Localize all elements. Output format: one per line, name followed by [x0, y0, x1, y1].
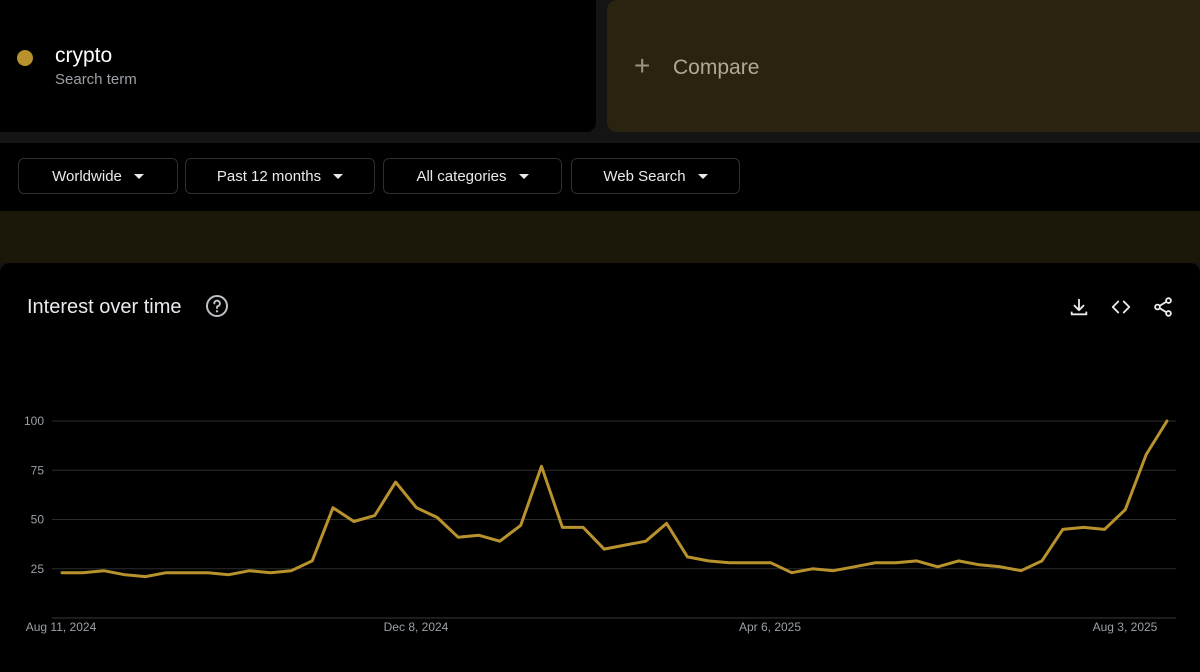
filter-category-dropdown[interactable]: All categories [383, 158, 562, 194]
x-tick-label: Aug 11, 2024 [26, 620, 97, 634]
y-tick-label: 50 [31, 513, 45, 527]
x-tick-label: Aug 3, 2025 [1093, 620, 1158, 634]
share-icon[interactable] [1152, 296, 1174, 318]
panel-title: Interest over time [27, 296, 182, 318]
filter-time-dropdown[interactable]: Past 12 months [185, 158, 375, 194]
interest-over-time-panel: Interest over time 25 50 75 100 Aug 11, 202… [0, 263, 1200, 672]
search-term-subtitle: Search term [55, 71, 137, 88]
line-chart: 25 50 75 100 Aug 11, 2024 Dec 8, 2024 Apr 6, … [24, 414, 1176, 634]
y-tick-label: 75 [31, 463, 45, 477]
embed-icon[interactable] [1110, 296, 1132, 318]
search-term-card[interactable]: crypto Search term [0, 0, 596, 132]
divider-band [0, 211, 1200, 263]
filter-category-label: All categories [416, 167, 507, 185]
search-term-name: crypto [55, 44, 113, 67]
filter-search-type-label: Web Search [603, 167, 686, 185]
help-icon[interactable] [205, 294, 229, 318]
filter-location-dropdown[interactable]: Worldwide [18, 158, 178, 194]
chevron-down-icon [518, 173, 529, 179]
download-icon[interactable] [1068, 296, 1090, 318]
series-line[interactable] [60, 419, 1169, 579]
chevron-down-icon [697, 173, 708, 179]
y-tick-label: 100 [24, 414, 44, 428]
filter-bar: Worldwide Past 12 months All categories … [0, 143, 1200, 211]
x-tick-label: Apr 6, 2025 [739, 620, 801, 634]
compare-label: Compare [673, 56, 760, 79]
filter-location-label: Worldwide [52, 167, 122, 185]
plus-icon: + [634, 50, 651, 81]
filter-time-label: Past 12 months [216, 167, 322, 185]
x-tick-label: Dec 8, 2024 [384, 620, 449, 634]
chevron-down-icon [333, 173, 344, 179]
series-color-dot [17, 50, 33, 66]
chevron-down-icon [133, 173, 144, 179]
y-tick-label: 25 [31, 562, 45, 576]
filter-search-type-dropdown[interactable]: Web Search [571, 158, 740, 194]
compare-button[interactable]: + Compare [607, 0, 1200, 132]
